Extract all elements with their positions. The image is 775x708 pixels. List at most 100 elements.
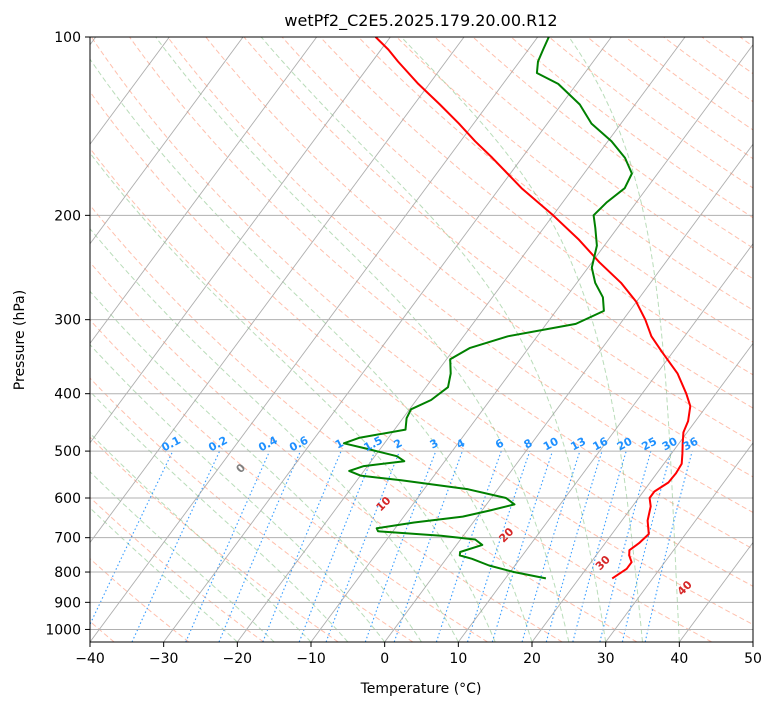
isotherm-line: [457, 243, 753, 642]
y-tick-label: 400: [54, 387, 81, 403]
dry-adiabat-line: [90, 496, 264, 642]
y-tick-label: 800: [54, 565, 81, 581]
mixing-ratio-label: 10: [541, 435, 561, 454]
dry-adiabat-line: [243, 37, 753, 443]
moist-adiabat-line: [90, 432, 312, 642]
dry-adiabat-line: [548, 37, 753, 189]
mixing-ratio-line: [545, 450, 603, 642]
dry-adiabat-line: [319, 37, 753, 376]
y-tick-label: 700: [54, 531, 81, 547]
plot-frame: [89, 36, 754, 643]
moist-adiabat-line: [90, 343, 386, 642]
mixing-ratio-label: 3: [428, 436, 441, 451]
mixing-ratio-line: [466, 450, 531, 642]
y-axis-ticks: 100 200 300 400 500 600 700 800 900 1000: [45, 30, 90, 638]
isotherm-line: [236, 37, 686, 642]
y-tick-label: 500: [54, 444, 81, 460]
isotherm-line: [90, 37, 539, 642]
mixing-ratio-line: [131, 450, 221, 642]
pressure-gridlines: [90, 37, 753, 630]
isotherm-line: [678, 541, 753, 642]
dry-adiabat-line: [434, 37, 753, 280]
mixing-ratio-line: [491, 450, 554, 642]
moist-adiabat-line: [90, 290, 422, 642]
mixing-ratio-lines: [90, 450, 693, 642]
moist-adiabat-line: [400, 37, 643, 642]
x-tick-label: 30: [597, 651, 615, 667]
mixing-ratio-label: 20: [615, 435, 635, 454]
temperature-profile-line: [374, 37, 692, 580]
x-tick-label: −30: [149, 651, 179, 667]
moist-adiabats: [90, 37, 680, 642]
mixing-ratio-line: [621, 450, 672, 642]
isotherms: [90, 37, 753, 642]
mixing-ratio-line: [521, 450, 581, 642]
mixing-ratio-line: [599, 450, 652, 642]
x-tick-label: −10: [296, 651, 326, 667]
mixing-ratio-line: [644, 450, 693, 642]
dry-adiabat-line: [510, 37, 753, 219]
mixing-ratio-label: 25: [639, 435, 659, 454]
isotherm-line: [310, 43, 753, 642]
mixing-ratio-label: 36: [681, 435, 701, 454]
dry-adiabat-line: [129, 37, 753, 550]
dry-adiabat-line: [90, 147, 712, 642]
isotherm-line: [90, 37, 318, 345]
dry-adiabats: [90, 37, 753, 642]
y-tick-label: 200: [54, 208, 81, 224]
isotherm-line: [90, 37, 391, 444]
moist-adiabat-line: [90, 227, 459, 642]
moist-adiabat-line: [90, 152, 496, 642]
moist-adiabat-label: 10: [374, 494, 394, 514]
moist-adiabat-line: [260, 37, 607, 642]
y-tick-label: 600: [54, 491, 81, 507]
isotherm-line: [163, 37, 612, 642]
moist-adiabat-line: [155, 37, 570, 642]
x-axis-label: Temperature (°C): [360, 681, 482, 697]
x-tick-label: −40: [75, 651, 105, 667]
dry-adiabat-line: [472, 37, 753, 249]
isotherm-line: [90, 37, 170, 146]
mixing-ratio-line: [90, 450, 174, 626]
mixing-ratio-line: [435, 450, 502, 642]
y-tick-label: 1000: [45, 622, 81, 638]
x-axis-ticks: −40 −30 −20 −10 0 10 20 30 40 50: [75, 642, 762, 667]
mixing-ratio-line: [393, 450, 463, 642]
x-tick-label: −20: [223, 651, 253, 667]
chart-title: wetPf2_C2E5.2025.179.20.00.R12: [284, 11, 557, 31]
mixing-ratio-label: 30: [660, 435, 680, 454]
dry-adiabat-line: [358, 37, 753, 343]
dry-adiabat-line: [701, 37, 753, 75]
dry-adiabat-line: [663, 37, 753, 103]
isotherm-line: [531, 342, 753, 642]
y-tick-label: 100: [54, 30, 81, 46]
y-tick-label: 300: [54, 313, 81, 329]
isotherm-line: [752, 641, 753, 642]
isotherm-line: [384, 143, 753, 642]
dewpoint-profile-line: [342, 37, 633, 580]
dry-adiabat-line: [90, 558, 190, 642]
moist-adiabat-label: 40: [675, 578, 695, 598]
dry-adiabat-line: [281, 37, 753, 409]
y-axis-label: Pressure (hPa): [12, 290, 28, 390]
x-tick-label: 20: [523, 651, 541, 667]
moist-adiabat-line: [568, 37, 680, 642]
profile-series: [342, 37, 692, 580]
x-tick-label: 50: [744, 651, 762, 667]
dry-adiabat-line: [396, 37, 753, 311]
moist-adiabat-line: [90, 390, 349, 642]
moist-adiabat-label: 0: [234, 461, 249, 476]
dry-adiabat-line: [167, 37, 753, 514]
y-tick-label: 900: [54, 595, 81, 611]
isotherm-line: [90, 37, 465, 544]
mixing-ratio-label: 4: [454, 436, 467, 451]
isotherm-line: [605, 442, 753, 642]
mixing-ratio-line: [262, 450, 342, 642]
moist-adiabat-line: [90, 470, 275, 642]
dry-adiabat-line: [90, 90, 753, 626]
mixing-ratio-label: 13: [568, 435, 588, 454]
moist-adiabat-line: [90, 58, 533, 642]
moist-adiabat-line: [90, 507, 238, 642]
mixing-ratio-label: 2: [392, 436, 405, 451]
